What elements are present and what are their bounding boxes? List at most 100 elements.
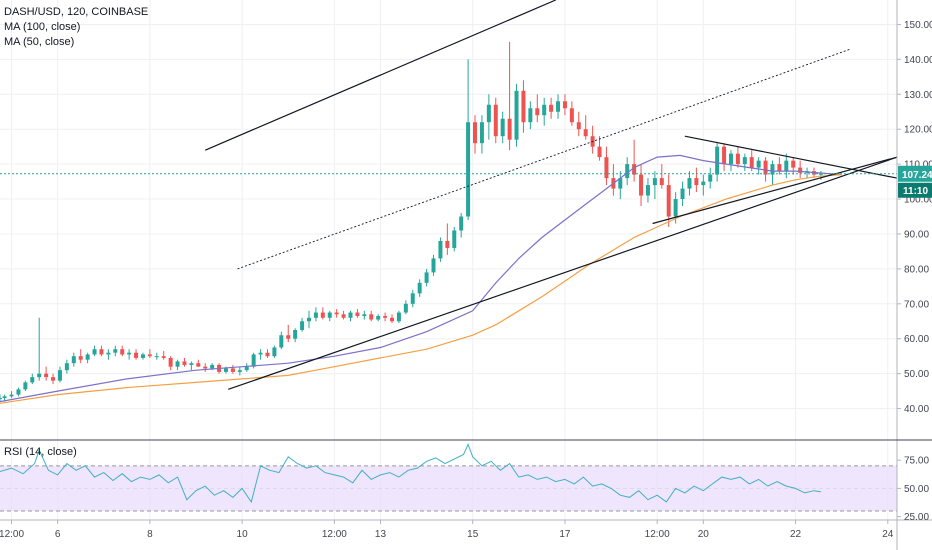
candle-body-43	[293, 330, 298, 339]
time-tick-label-1: 6	[55, 529, 61, 540]
candle-body-102	[701, 181, 706, 186]
candle-body-2	[9, 394, 14, 397]
candle-body-81	[556, 101, 561, 112]
candle-body-31	[210, 364, 215, 369]
candle-body-93	[639, 174, 644, 196]
candle-body-55	[376, 316, 381, 320]
trendline-1	[237, 48, 852, 270]
ma50-label[interactable]: MA (50, close)	[4, 36, 75, 48]
candle-body-19	[127, 352, 132, 355]
candle-body-87	[597, 146, 602, 158]
candle-body-11	[71, 356, 76, 364]
candle-body-65	[445, 240, 450, 248]
price-grid	[0, 0, 897, 440]
candle-body-35	[237, 370, 242, 372]
candle-body-108	[742, 157, 747, 165]
rsi-line-0	[0, 443, 821, 504]
candle-body-0	[0, 398, 2, 400]
rsi-band	[0, 465, 897, 512]
candle-body-10	[64, 363, 69, 371]
last-price-badge-text: 107.24	[902, 170, 932, 181]
candle-body-77	[528, 108, 533, 123]
candle-body-7	[44, 373, 49, 378]
chart-legend: DASH/USD, 120, COINBASE MA (100, close) …	[4, 5, 148, 50]
candle-body-9	[57, 370, 62, 381]
candle-body-85	[583, 129, 588, 137]
candle-body-111	[763, 160, 768, 175]
trendlines[interactable]	[204, 0, 898, 390]
candle-body-14	[92, 349, 97, 355]
candle-body-25	[168, 357, 173, 367]
candle-body-15	[99, 349, 104, 355]
time-tick-label-8: 12:00	[645, 529, 670, 540]
candle-body-75	[514, 90, 519, 140]
candle-body-24	[161, 356, 166, 358]
candle-body-72	[493, 104, 498, 137]
candle-body-67	[459, 216, 464, 231]
price-badges: 107.24 11:10	[898, 165, 932, 198]
candle-body-34	[230, 368, 235, 372]
rsi-legend[interactable]: RSI (14, close)	[4, 446, 77, 458]
candle-body-47	[320, 312, 325, 318]
candle-body-6	[37, 373, 42, 378]
time-tick-label-10: 22	[790, 529, 802, 540]
candle-body-13	[85, 354, 90, 360]
moving-averages	[0, 154, 842, 404]
time-tick-label-6: 15	[467, 529, 479, 540]
candle-body-59	[403, 303, 408, 313]
candle-body-68	[466, 122, 471, 217]
candle-body-52	[355, 312, 360, 317]
candle-body-110	[756, 160, 761, 168]
candle-body-90	[618, 178, 623, 189]
candle-body-104	[715, 146, 720, 175]
candle-body-74	[507, 118, 512, 140]
ma100-label[interactable]: MA (100, close)	[4, 21, 81, 33]
candle-body-1	[2, 396, 7, 399]
candle-body-101	[694, 178, 699, 186]
rsi-axis-ticks: 25.00 50.00 75.00	[897, 456, 929, 523]
trendline-2	[228, 156, 898, 390]
candle-body-57	[390, 317, 395, 322]
rsi-label[interactable]: RSI (14, close)	[4, 446, 77, 458]
candle-body-21	[140, 354, 145, 358]
price-tick-label-11: 150.00	[904, 20, 932, 31]
candle-body-84	[576, 122, 581, 130]
candle-body-91	[625, 164, 630, 179]
time-tick-label-2: 8	[147, 529, 153, 540]
candle-body-33	[223, 368, 228, 372]
time-tick-label-0: 12:00	[0, 529, 24, 540]
candle-body-27	[182, 361, 187, 365]
candle-body-8	[51, 377, 56, 381]
price-tick-label-7: 110.00	[904, 160, 932, 171]
candle-body-54	[369, 314, 374, 320]
price-tick-label-10: 140.00	[904, 55, 932, 66]
candle-body-94	[645, 185, 650, 196]
candle-body-37	[251, 354, 256, 367]
candle-body-29	[196, 363, 201, 367]
ma100-line	[0, 154, 842, 403]
candle-body-39	[265, 352, 270, 357]
candle-body-61	[417, 282, 422, 294]
candle-body-76	[521, 90, 526, 123]
candle-body-17	[113, 349, 118, 353]
candle-body-96	[659, 178, 664, 186]
price-tick-label-2: 60.00	[904, 334, 929, 345]
candle-body-30	[203, 366, 208, 369]
candle-body-100	[687, 178, 692, 189]
candle-body-20	[134, 352, 139, 358]
candle-body-103	[708, 174, 713, 182]
symbol-label[interactable]: DASH/USD, 120, COINBASE	[4, 6, 149, 18]
candle-body-114	[784, 160, 789, 172]
candle-body-23	[154, 356, 159, 358]
candle-body-88	[604, 157, 609, 179]
candle-body-71	[486, 104, 491, 123]
price-tick-label-9: 130.00	[904, 90, 932, 101]
candle-body-4	[23, 382, 28, 390]
trendline-4	[684, 135, 898, 179]
price-tick-label-8: 120.00	[904, 125, 932, 136]
candle-body-105	[722, 146, 727, 165]
price-tick-label-1: 50.00	[904, 369, 929, 380]
candle-body-36	[244, 366, 249, 371]
candle-body-73	[500, 118, 505, 137]
